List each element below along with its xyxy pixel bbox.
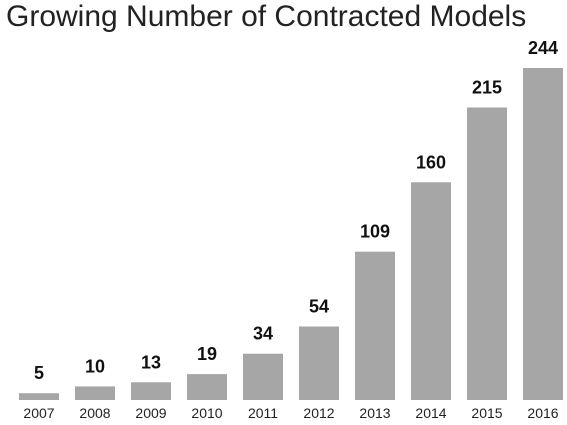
value-label-2016: 244 — [528, 38, 558, 58]
bar-2008 — [75, 386, 115, 400]
x-tick-label-2008: 2008 — [79, 405, 110, 421]
value-label-2013: 109 — [360, 222, 390, 242]
value-label-2007: 5 — [34, 363, 44, 383]
value-label-2008: 10 — [85, 356, 105, 376]
value-label-2011: 34 — [253, 324, 273, 344]
bar-2007 — [19, 393, 59, 400]
bar-2016 — [523, 68, 563, 400]
bar-2011 — [243, 353, 283, 400]
value-label-2014: 160 — [416, 152, 446, 172]
bar-2015 — [467, 107, 507, 400]
x-tick-label-2011: 2011 — [248, 405, 278, 421]
x-tick-label-2009: 2009 — [135, 405, 166, 421]
x-tick-label-2014: 2014 — [415, 405, 446, 421]
bar-2014 — [411, 182, 451, 400]
x-tick-label-2010: 2010 — [191, 405, 222, 421]
bar-2012 — [299, 326, 339, 400]
bar-2010 — [187, 374, 227, 400]
value-label-2012: 54 — [309, 297, 329, 317]
value-labels-layer: 5 10 13 19 34 54 109 160 215 244 — [34, 38, 558, 383]
chart-title: Growing Number of Contracted Models — [6, 0, 527, 33]
x-tick-label-2007: 2007 — [23, 405, 54, 421]
bar-2009 — [131, 382, 171, 400]
value-label-2015: 215 — [472, 78, 502, 98]
bar-2013 — [355, 251, 395, 400]
x-tick-label-2016: 2016 — [527, 405, 558, 421]
tick-labels-layer: 2007 2008 2009 2010 2011 2012 2013 2014 2015 2016 — [23, 405, 558, 421]
value-label-2009: 13 — [141, 352, 161, 372]
x-tick-label-2013: 2013 — [359, 405, 390, 421]
x-tick-label-2012: 2012 — [303, 405, 334, 421]
x-tick-label-2015: 2015 — [471, 405, 502, 421]
bars-layer — [19, 68, 563, 400]
value-label-2010: 19 — [197, 344, 217, 364]
